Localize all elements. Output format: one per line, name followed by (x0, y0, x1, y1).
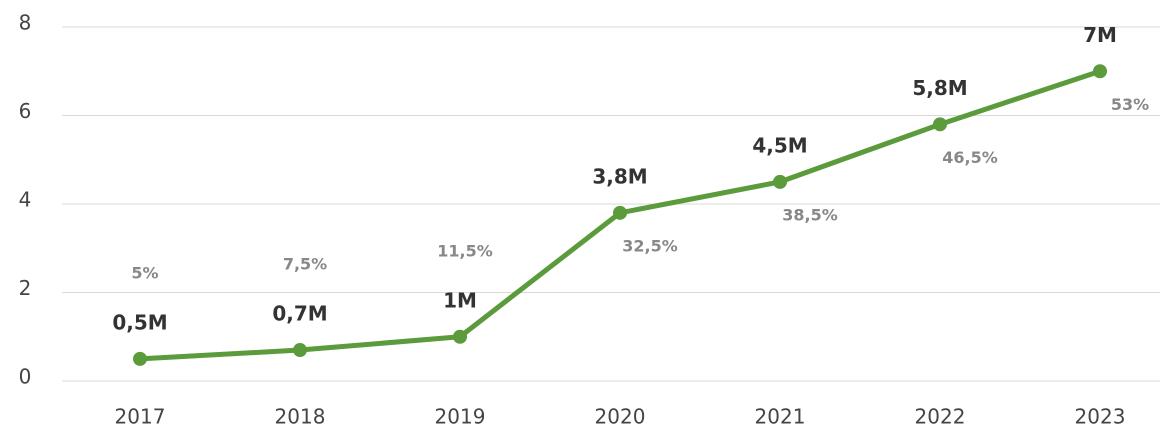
y-tick-label: 0 (19, 365, 32, 389)
percent-label: 5% (131, 263, 158, 282)
y-tick-label: 2 (19, 276, 32, 300)
point (293, 343, 307, 358)
point (133, 351, 147, 366)
value-label: 0,7M (272, 302, 327, 326)
y-tick-label: 8 (19, 11, 32, 35)
point (773, 174, 787, 189)
percent-label: 38,5% (782, 205, 838, 224)
point (453, 329, 467, 344)
point (933, 117, 947, 132)
x-tick-label: 2023 (1075, 405, 1126, 429)
x-tick-label: 2018 (275, 405, 326, 429)
x-tick-label: 2020 (595, 405, 646, 429)
percent-label: 32,5% (622, 236, 678, 255)
y-tick-label: 6 (19, 99, 32, 123)
x-tick-label: 2021 (755, 405, 806, 429)
value-label: 0,5M (112, 310, 167, 334)
x-tick-label: 2022 (915, 405, 966, 429)
value-label: 5,8M (912, 76, 967, 100)
value-label: 7M (1083, 23, 1117, 47)
value-label: 3,8M (592, 164, 647, 188)
percent-label: 11,5% (437, 241, 493, 260)
y-tick-label: 4 (19, 188, 32, 212)
point (613, 205, 627, 220)
value-label: 4,5M (752, 133, 807, 157)
percent-label: 46,5% (942, 148, 998, 167)
value-label: 1M (443, 288, 477, 312)
x-tick-label: 2019 (435, 405, 486, 429)
x-tick-label: 2017 (115, 405, 166, 429)
point (1093, 64, 1107, 79)
percent-label: 7,5% (283, 255, 327, 274)
percent-label: 53% (1111, 95, 1149, 114)
